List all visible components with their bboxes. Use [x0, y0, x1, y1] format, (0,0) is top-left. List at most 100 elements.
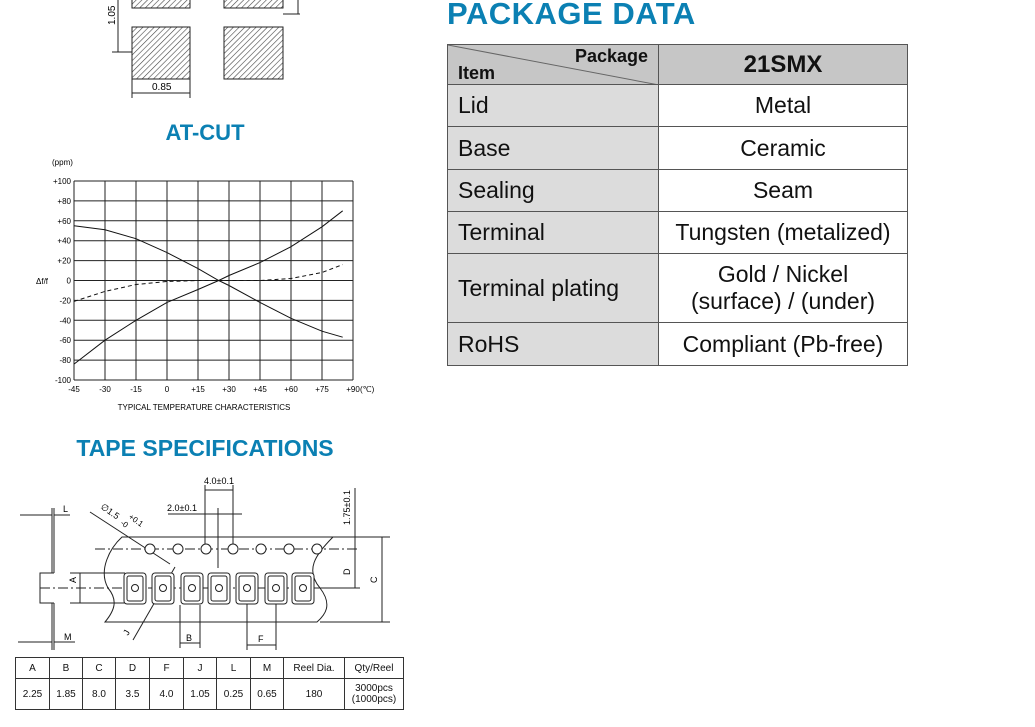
label-D: D	[342, 568, 352, 575]
tape-value: 1.05	[183, 678, 217, 710]
pad	[223, 26, 284, 80]
pocket-hole	[131, 584, 139, 592]
temperature-chart: (ppm) Δf/f (℃) TYPICAL TEMPERATURE CHARA…	[36, 158, 375, 412]
value-cell: Seam	[658, 169, 908, 212]
tape-col-header: A	[15, 657, 50, 679]
y-tick-label: 0	[67, 277, 72, 286]
item-label: Item	[458, 63, 496, 83]
x-tick-label: +90	[346, 385, 360, 394]
tape-header-row: A B C D F J L M Reel Dia. Qty/Reel	[15, 657, 404, 679]
y-tick-label: -20	[59, 296, 71, 305]
item-cell: Base	[447, 126, 659, 170]
x-axis-label: TYPICAL TEMPERATURE CHARACTERISTICS	[118, 403, 291, 412]
x-tick-label: +45	[253, 385, 267, 394]
sprocket-hole	[227, 543, 239, 555]
pocket-hole	[272, 584, 280, 592]
y-tick-label: -80	[59, 356, 71, 365]
pad	[131, 0, 191, 9]
package-data-title: PACKAGE DATA	[447, 0, 696, 31]
label-F: F	[258, 634, 264, 644]
qty-value: 3000pcs	[355, 683, 393, 694]
label-B: B	[186, 633, 192, 643]
dim-vertical: 1.05	[107, 5, 118, 25]
hole-tol-minus: -0	[119, 518, 130, 530]
model-header: 21SMX	[658, 44, 908, 85]
x-tick-label: +60	[284, 385, 298, 394]
y-tick-label: +100	[53, 177, 72, 186]
tape-spec-table: A B C D F J L M Reel Dia. Qty/Reel 2.25 1.85 8.0 3.5…	[15, 657, 404, 710]
pitch-2: 2.0±0.1	[167, 503, 197, 513]
label-A: A	[68, 577, 78, 583]
table-row: Base Ceramic	[447, 126, 908, 170]
sprocket-hole	[144, 543, 156, 555]
value-cell: Compliant (Pb-free)	[658, 322, 908, 366]
x-unit: (℃)	[360, 385, 375, 394]
sprocket-hole	[172, 543, 184, 555]
y-tick-label: -100	[55, 376, 72, 385]
pitch-4: 4.0±0.1	[204, 476, 234, 486]
value-cell: Ceramic	[658, 126, 908, 170]
hole-diameter: ∅1.5	[99, 501, 121, 521]
x-tick-label: -45	[68, 385, 80, 394]
x-tick-label: -30	[99, 385, 111, 394]
value-cell: Tungsten (metalized)	[658, 211, 908, 254]
dim-horizontal: 0.85	[152, 82, 172, 93]
y-tick-label: -60	[59, 336, 71, 345]
tape-value: 1.85	[49, 678, 83, 710]
tape-col-header: C	[82, 657, 116, 679]
tape-value: 0.65	[250, 678, 284, 710]
x-tick-label: +30	[222, 385, 236, 394]
x-tick-label: 0	[165, 385, 170, 394]
tape-value: 3.5	[115, 678, 150, 710]
y-unit: (ppm)	[52, 158, 73, 167]
item-cell: Sealing	[447, 169, 659, 212]
x-tick-label: -15	[130, 385, 142, 394]
tape-side-profile	[39, 508, 55, 650]
item-cell: RoHS	[447, 322, 659, 366]
sprocket-hole	[255, 543, 267, 555]
diagonal-header-cell: Package Item	[447, 44, 659, 85]
y-tick-label: -40	[59, 316, 71, 325]
series-line-3	[73, 264, 343, 302]
table-row: Sealing Seam	[447, 169, 908, 212]
tape-col-header: D	[115, 657, 150, 679]
item-cell: Lid	[447, 84, 659, 127]
pad	[223, 0, 284, 9]
tape-body	[103, 536, 335, 623]
table-row: RoHS Compliant (Pb-free)	[447, 322, 908, 366]
value-cell: Metal	[658, 84, 908, 127]
at-cut-title: AT-CUT	[165, 120, 245, 145]
tape-value: 4.0	[149, 678, 184, 710]
label-C: C	[369, 576, 379, 583]
y-tick-label: +40	[57, 237, 71, 246]
value-line: (surface) / (under)	[690, 288, 876, 314]
y-tick-label: +80	[57, 197, 71, 206]
package-data-table: Package Item 21SMX Lid Metal Base Ceramic …	[447, 44, 908, 366]
tape-col-header: L	[216, 657, 251, 679]
table-row: Lid Metal	[447, 84, 908, 127]
pocket-hole	[243, 584, 251, 592]
value-line: Gold / Nickel	[717, 261, 849, 287]
sprocket-hole	[283, 543, 295, 555]
tape-col-header: M	[250, 657, 284, 679]
y-tick-label: +60	[57, 217, 71, 226]
tape-col-header: F	[149, 657, 184, 679]
tape-specifications-title: TAPE SPECIFICATIONS	[76, 435, 334, 461]
pocket-hole	[299, 584, 307, 592]
y-tick-label: +20	[57, 257, 71, 266]
tape-col-header: J	[183, 657, 217, 679]
tape-value: 180	[283, 678, 345, 710]
tape-value: 3000pcs (1000pcs)	[344, 678, 404, 710]
tape-value-row: 2.25 1.85 8.0 3.5 4.0 1.05 0.25 0.65 180 3000pcs(…	[15, 678, 404, 710]
label-M: M	[64, 632, 72, 642]
hole-tol-plus: +0.1	[127, 512, 146, 529]
table-row: Terminal Tungsten (metalized)	[447, 211, 908, 254]
pocket-hole	[215, 584, 223, 592]
footprint-drawing: 1.05 0.85	[107, 0, 300, 98]
y-axis-label: Δf/f	[36, 277, 49, 286]
tape-drawing: L M A B F J D C ∅1.5 +0.1 -0 4.0±0.1 2.0…	[18, 476, 390, 650]
package-label: Package	[574, 46, 648, 66]
table-header-row: Package Item 21SMX	[447, 44, 908, 85]
tape-col-header: Qty/Reel	[344, 657, 404, 679]
diagonal-line	[448, 45, 654, 84]
